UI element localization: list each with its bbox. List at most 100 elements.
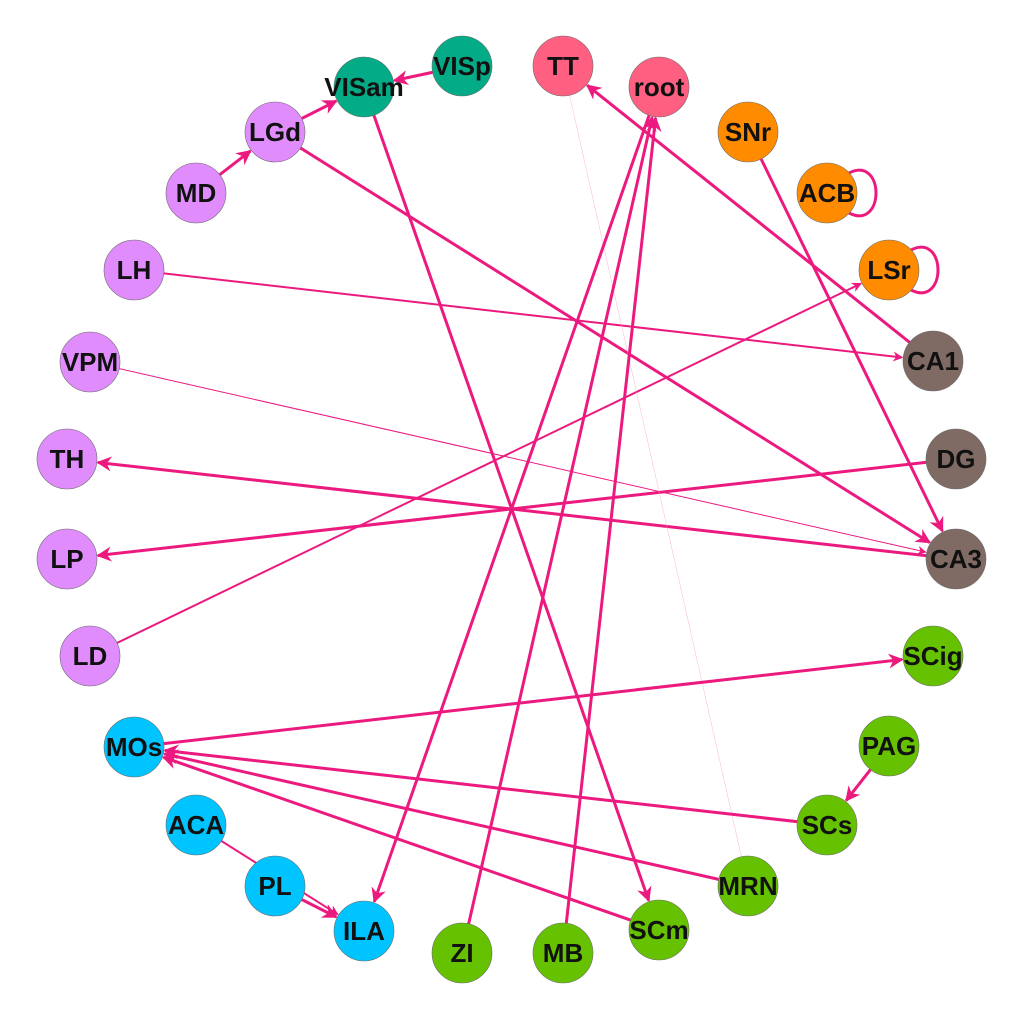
node-TH: TH — [36, 428, 98, 490]
node-VISam: VISam — [324, 56, 404, 118]
node-label-VPM: VPM — [62, 347, 118, 377]
edge-CA3-to-TH — [96, 456, 957, 561]
node-MOs: MOs — [103, 716, 165, 778]
node-circle-MB — [532, 922, 594, 984]
node-ILA: ILA — [333, 900, 395, 962]
node-circle-ACA — [165, 794, 227, 856]
node-VPM: VPM — [59, 331, 121, 393]
edge-ACB-self-loop — [848, 168, 878, 218]
node-label-VISp: VISp — [433, 51, 491, 81]
node-label-ZI: ZI — [450, 938, 473, 968]
node-MRN: MRN — [717, 855, 779, 917]
node-label-SNr: SNr — [725, 117, 771, 147]
node-circle-SNr — [717, 101, 779, 163]
node-circle-LGd — [244, 101, 306, 163]
edge-SNr-to-CA3 — [746, 131, 944, 533]
edge-LH-to-CA1 — [133, 269, 904, 362]
node-circle-VPM — [59, 331, 121, 393]
node-circle-CA3 — [925, 528, 987, 590]
node-label-PL: PL — [258, 871, 291, 901]
node-MB: MB — [532, 922, 594, 984]
edge-MRN-to-MOs — [162, 749, 749, 888]
node-circle-PAG — [858, 715, 920, 777]
node-circle-ACB — [796, 162, 858, 224]
edge-SCm-to-MOs — [161, 754, 660, 932]
edge-ZI-to-root — [460, 115, 657, 954]
edge-MB-to-root — [561, 116, 662, 954]
edge-SCs-to-MOs — [163, 744, 828, 827]
node-label-MB: MB — [543, 938, 583, 968]
node-label-VISam: VISam — [324, 72, 404, 102]
node-PL: PL — [244, 855, 306, 917]
node-ZI: ZI — [431, 922, 493, 984]
node-circle-ILA — [333, 900, 395, 962]
node-label-DG: DG — [937, 444, 976, 474]
node-label-MRN: MRN — [718, 871, 777, 901]
node-SCm: SCm — [628, 899, 690, 961]
node-label-TH: TH — [50, 444, 85, 474]
node-label-ACA: ACA — [168, 810, 225, 840]
node-LGd: LGd — [244, 101, 306, 163]
edge-DG-to-LP — [96, 457, 957, 562]
node-circle-LP — [36, 528, 98, 590]
node-PAG: PAG — [858, 715, 920, 777]
edge-TT-to-MRN — [562, 65, 742, 857]
node-label-LD: LD — [73, 641, 108, 671]
edges-layer — [89, 64, 957, 954]
node-MD: MD — [165, 162, 227, 224]
nodes-layer: VISp TT root SNr ACB LSr CA1 DG CA3 SCig PAG SCs MRN… — [36, 35, 987, 984]
node-circle-SCm — [628, 899, 690, 961]
node-label-SCs: SCs — [802, 810, 853, 840]
node-label-LH: LH — [117, 255, 152, 285]
node-label-LSr: LSr — [867, 255, 910, 285]
node-label-ACB: ACB — [799, 178, 855, 208]
node-ACB: ACB — [796, 162, 858, 224]
node-label-MOs: MOs — [106, 732, 162, 762]
node-circle-LSr — [858, 239, 920, 301]
node-circle-PL — [244, 855, 306, 917]
node-circle-MOs — [103, 716, 165, 778]
node-ACA: ACA — [165, 794, 227, 856]
node-circle-TT — [532, 35, 594, 97]
node-VISp: VISp — [431, 35, 493, 97]
edge-VPM-to-CA3 — [89, 361, 927, 555]
node-label-TT: TT — [547, 51, 579, 81]
node-label-PAG: PAG — [862, 731, 916, 761]
node-LSr: LSr — [858, 239, 920, 301]
node-TT: TT — [532, 35, 594, 97]
node-circle-CA1 — [902, 330, 964, 392]
node-label-SCm: SCm — [629, 915, 688, 945]
node-circle-ZI — [431, 922, 493, 984]
node-CA1: CA1 — [902, 330, 964, 392]
node-LP: LP — [36, 528, 98, 590]
node-circle-VISp — [431, 35, 493, 97]
node-label-MD: MD — [176, 178, 216, 208]
node-label-root: root — [634, 72, 685, 102]
node-root: root — [628, 56, 690, 118]
node-circle-DG — [925, 428, 987, 490]
node-label-CA3: CA3 — [930, 544, 982, 574]
node-circle-TH — [36, 428, 98, 490]
node-LH: LH — [103, 239, 165, 301]
node-label-ILA: ILA — [343, 916, 385, 946]
edge-LSr-self-loop — [910, 245, 940, 295]
node-circle-VISam — [333, 56, 395, 118]
node-circle-LH — [103, 239, 165, 301]
node-SNr: SNr — [717, 101, 779, 163]
node-circle-LD — [59, 625, 121, 687]
node-SCig: SCig — [902, 625, 964, 687]
node-label-CA1: CA1 — [907, 346, 959, 376]
node-circle-MRN — [717, 855, 779, 917]
node-SCs: SCs — [796, 794, 858, 856]
node-circle-SCig — [902, 625, 964, 687]
node-DG: DG — [925, 428, 987, 490]
edge-LD-to-LSr — [89, 282, 862, 657]
node-circle-SCs — [796, 794, 858, 856]
node-label-LGd: LGd — [249, 117, 301, 147]
node-label-LP: LP — [50, 544, 83, 574]
node-LD: LD — [59, 625, 121, 687]
node-circle-root — [628, 56, 690, 118]
edge-root-to-ILA — [371, 86, 661, 904]
node-CA3: CA3 — [925, 528, 987, 590]
